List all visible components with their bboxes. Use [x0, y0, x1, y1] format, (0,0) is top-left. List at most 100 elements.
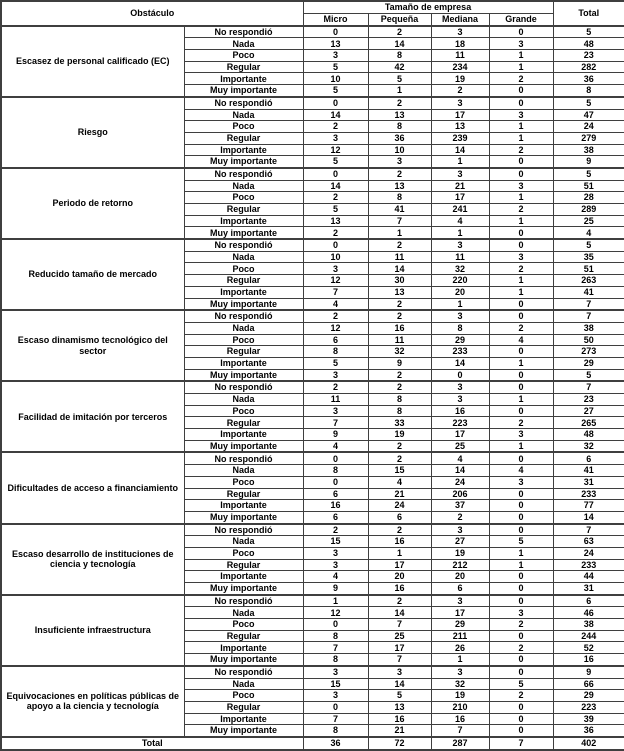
grand-total-pequena: 72	[367, 736, 432, 751]
table-row: Poco 3 5 19 2 29	[1, 689, 624, 702]
value-cell: 13	[367, 108, 432, 122]
rating-label-cell: No respondió	[183, 380, 304, 395]
value-cell: 6	[430, 581, 490, 596]
value-cell: 35	[552, 250, 624, 264]
value-cell: 0	[488, 345, 554, 358]
value-cell: 25	[430, 439, 490, 453]
table-row: Muy importante 3 2 0 0 5	[1, 368, 624, 382]
value-cell: 2	[367, 380, 432, 395]
table-row: Importante 7 13 20 1 41	[1, 285, 624, 299]
value-cell: 8	[302, 345, 369, 358]
obstacle-group: Insuficiente infraestructura No respondió…	[0, 594, 624, 667]
value-cell: 7	[302, 641, 369, 655]
value-cell: 5	[552, 368, 624, 382]
value-cell: 4	[302, 297, 369, 311]
value-cell: 16	[430, 712, 490, 726]
value-cell: 16	[367, 581, 432, 596]
value-cell: 210	[430, 700, 490, 714]
value-cell: 13	[367, 179, 432, 193]
value-cell: 14	[367, 37, 432, 51]
value-cell: 7	[552, 380, 624, 395]
value-cell: 233	[430, 345, 490, 358]
value-cell: 8	[367, 120, 432, 133]
value-cell: 14	[302, 108, 369, 122]
value-cell: 5	[552, 238, 624, 252]
rating-label-cell: Importante	[183, 570, 304, 583]
rating-label-cell: Muy importante	[183, 581, 304, 596]
value-cell: 6	[302, 510, 369, 525]
value-cell: 7	[302, 416, 369, 430]
rating-label-cell: Nada	[183, 606, 304, 620]
value-cell: 5	[552, 167, 624, 181]
value-cell: 20	[430, 285, 490, 299]
value-cell: 0	[488, 96, 554, 110]
value-cell: 3	[302, 689, 369, 702]
value-cell: 2	[367, 594, 432, 608]
value-cell: 14	[367, 262, 432, 276]
table-row: Muy importante 5 1 2 0 8	[1, 84, 624, 98]
value-cell: 2	[367, 309, 432, 323]
value-cell: 3	[488, 179, 554, 193]
table-row: Nada 10 11 11 3 35	[1, 250, 624, 264]
value-cell: 48	[552, 428, 624, 441]
table-row: Nada 12 14 17 3 46	[1, 606, 624, 620]
value-cell: 10	[367, 143, 432, 157]
value-cell: 6	[302, 487, 369, 501]
value-cell: 29	[430, 618, 490, 631]
rating-label-cell: Regular	[183, 487, 304, 501]
rating-label-cell: Importante	[183, 214, 304, 228]
value-cell: 279	[552, 131, 624, 145]
value-cell: 21	[430, 179, 490, 193]
rating-label-cell: No respondió	[183, 594, 304, 608]
rating-label-cell: Nada	[183, 393, 304, 406]
value-cell: 21	[367, 724, 432, 738]
value-cell: 0	[488, 451, 554, 466]
value-cell: 211	[430, 629, 490, 643]
obstacle-group: Reducido tamaño de mercado No respondió 0 2…	[0, 238, 624, 311]
value-cell: 220	[430, 274, 490, 287]
value-cell: 2	[302, 191, 369, 204]
value-cell: 23	[552, 393, 624, 406]
value-cell: 2	[302, 120, 369, 133]
value-cell: 14	[367, 606, 432, 620]
value-cell: 8	[367, 191, 432, 204]
value-cell: 36	[552, 724, 624, 738]
table-row: Importante 4 20 20 0 44	[1, 570, 624, 583]
rating-label-cell: Poco	[183, 618, 304, 631]
value-cell: 1	[367, 546, 432, 560]
value-cell: 3	[302, 665, 369, 679]
rating-label-cell: Regular	[183, 203, 304, 216]
obstacle-cell: Facilidad de imitación por terceros	[0, 380, 185, 453]
obstacle-column-header: Obstáculo	[0, 0, 304, 27]
obstacle-cell: Escaso dinamismo tecnológico del sector	[0, 309, 185, 382]
value-cell: 51	[552, 262, 624, 276]
table-row: Importante 10 5 19 2 36	[1, 72, 624, 86]
value-cell: 32	[552, 439, 624, 453]
value-cell: 223	[552, 700, 624, 714]
value-cell: 44	[552, 570, 624, 583]
rating-label-cell: Nada	[183, 677, 304, 691]
value-cell: 16	[367, 535, 432, 548]
value-cell: 8	[367, 49, 432, 62]
rating-label-cell: Nada	[183, 250, 304, 264]
rating-label-cell: Poco	[183, 546, 304, 560]
value-cell: 2	[488, 143, 554, 157]
value-cell: 2	[488, 72, 554, 86]
value-cell: 3	[430, 238, 490, 252]
value-cell: 41	[552, 285, 624, 299]
value-cell: 47	[552, 108, 624, 122]
obstacle-group: Facilidad de imitación por terceros No re…	[0, 380, 624, 453]
value-cell: 26	[430, 641, 490, 655]
grande-column-header: Grande	[488, 12, 554, 27]
value-cell: 0	[488, 499, 554, 512]
value-cell: 14	[430, 356, 490, 370]
value-cell: 2	[367, 451, 432, 466]
value-cell: 0	[488, 155, 554, 169]
value-cell: 0	[488, 581, 554, 596]
table-row: Muy importante 5 3 1 0 9	[1, 155, 624, 169]
rating-label-cell: Importante	[183, 712, 304, 726]
value-cell: 38	[552, 321, 624, 335]
value-cell: 13	[367, 700, 432, 714]
value-cell: 1	[367, 226, 432, 240]
